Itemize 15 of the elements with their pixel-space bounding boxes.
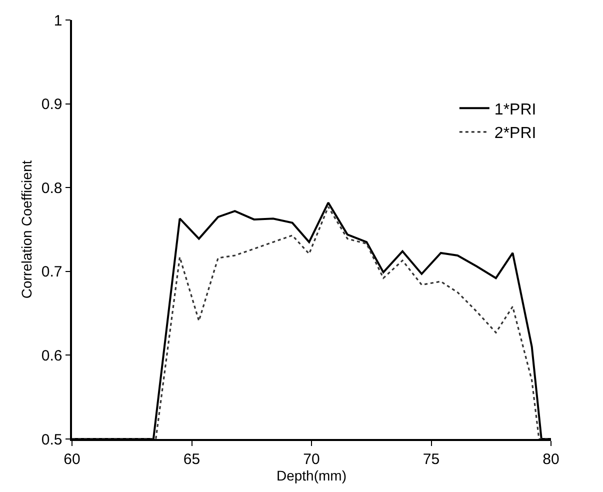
x-tick-label: 60	[64, 450, 80, 468]
x-axis-title: Depth(mm)	[276, 468, 347, 484]
legend-label: 1*PRI	[494, 101, 536, 118]
y-tick-label: 0.9	[41, 96, 62, 114]
x-tick-label: 65	[183, 450, 200, 468]
x-tick-label: 70	[303, 450, 320, 468]
x-tick-label: 80	[542, 450, 560, 468]
y-tick-label: 0.7	[41, 264, 62, 281]
y-tick-label: 0.6	[41, 347, 62, 364]
y-tick-label: 1	[54, 12, 62, 30]
legend-label: 2*PRI	[494, 125, 536, 142]
y-axis-title: Correlation Coefficient	[18, 160, 34, 299]
y-tick-label: 0.5	[41, 431, 62, 448]
y-tick-label: 0.8	[41, 180, 62, 197]
x-tick-label: 75	[422, 450, 440, 468]
